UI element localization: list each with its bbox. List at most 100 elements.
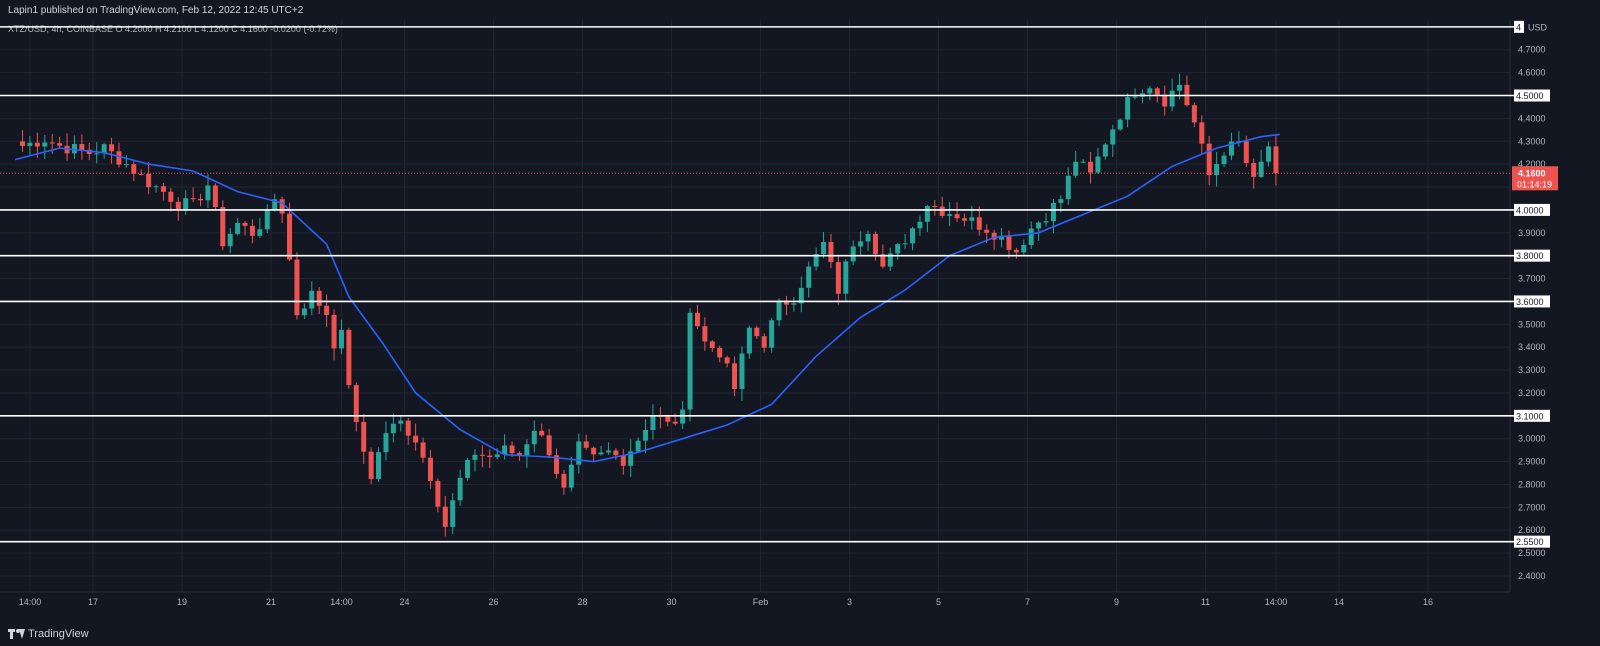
candle-body [821,242,827,255]
candle [821,231,827,259]
candle [361,414,367,464]
candle-body [1073,161,1079,176]
candle-body [1147,88,1153,94]
candle-body [212,185,218,208]
price-tick-label: 4.7000 [1518,45,1546,55]
candle [1095,147,1101,174]
candle-body [331,314,337,349]
candle [783,295,789,316]
candle [123,155,129,168]
candle [1088,151,1094,184]
candle [287,202,293,262]
candle-body [1125,97,1131,120]
price-tick-label: 3.4000 [1518,342,1546,352]
candle [858,231,864,256]
candle-body [561,473,567,488]
candle [739,346,745,401]
candle-body [539,430,545,436]
candle-body [123,164,129,166]
candle [717,345,723,363]
candle [932,200,938,216]
candle-body [249,225,255,236]
candle-body [924,206,930,222]
candle [249,219,255,244]
level-tag-bg [1514,203,1550,216]
candle [761,333,767,353]
candle-body [694,312,700,327]
candle-body [94,153,100,155]
candle-body [576,441,582,465]
symbol-legend: XTZ/USD, 4h, COINBASE O 4.2000 H 4.2100 … [8,24,338,34]
candle [1147,86,1153,101]
price-chart[interactable]: XTZ/USD, 4h, COINBASE O 4.2000 H 4.2100 … [0,20,1600,622]
candle-body [1058,199,1064,203]
candle-body [272,199,278,211]
price-tick-label: 3.9000 [1518,228,1546,238]
time-tick-label: 14:00 [19,597,42,607]
candle-body [791,303,797,305]
currency-label: USD [1528,22,1548,32]
candle [620,449,626,475]
candle-body [450,500,456,527]
candle-body [932,206,938,208]
candle [242,221,248,236]
price-tick-label: 3.3000 [1518,365,1546,375]
candle [175,197,181,221]
candle [999,227,1005,248]
candle [665,415,671,427]
level-tag-bg [1514,20,1524,33]
candle [561,469,567,495]
candle-body [465,459,471,478]
candle-body [242,222,248,226]
candle [1214,151,1220,187]
candle-body [1243,141,1249,164]
candle [895,242,901,260]
candle-body [620,455,626,466]
chart-footer: TradingView [0,622,1600,646]
candle [220,200,226,251]
candle [769,317,775,353]
candle-body [1110,129,1116,145]
candle [198,193,204,207]
candle-body [650,414,656,431]
candle [316,287,322,315]
candle [301,303,307,319]
candle [1028,221,1034,249]
candle [413,423,419,451]
candle [628,439,634,477]
bar-countdown: 01:14:19 [1517,179,1552,189]
candle [947,201,953,227]
candle-body [109,144,115,152]
candle-body [1013,249,1019,253]
tradingview-brand[interactable]: TradingView [8,628,89,640]
time-tick-label: 14 [1334,597,1344,607]
candle-body [1221,155,1227,165]
candle-body [153,186,159,188]
last-price-bg [1512,166,1558,191]
candle-body [472,454,478,460]
candle-body [554,455,560,474]
price-tick-label: 2.7000 [1518,502,1546,512]
price-tick-label: 2.8000 [1518,479,1546,489]
candle-body [1154,88,1160,95]
time-tick-label: 26 [488,597,498,607]
candle [591,446,597,462]
candle [1154,86,1160,103]
candle-body [42,142,48,147]
candle [961,213,967,227]
time-tick-label: 3 [847,597,852,607]
candle [190,187,196,203]
time-tick-label: 19 [177,597,187,607]
candle-body [131,164,137,174]
candle-body [969,217,975,221]
candle [524,439,530,468]
candle-body [160,186,166,192]
candle [235,218,241,236]
candle [435,478,441,513]
candle [272,193,278,212]
candle-body [1206,143,1212,176]
candle-body [939,206,945,216]
candle [643,419,649,454]
price-tick-label: 2.4000 [1518,571,1546,581]
candle [1191,102,1197,128]
